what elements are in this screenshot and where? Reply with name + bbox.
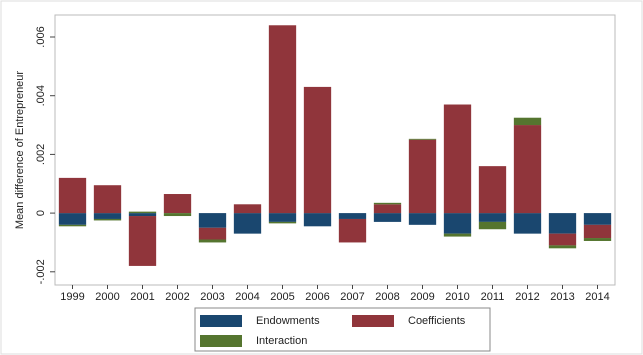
bar-segment — [233, 213, 262, 234]
bar-segment — [443, 233, 472, 237]
x-tick-label: 2004 — [235, 291, 259, 303]
bar-segment — [583, 213, 612, 225]
bar-segment — [478, 213, 507, 222]
bar-segment — [93, 213, 122, 219]
bar-segment — [233, 204, 262, 214]
legend-label: Coefficients — [408, 315, 466, 327]
bar-segment — [373, 204, 402, 214]
x-tick-label: 2006 — [305, 291, 329, 303]
bar-segment — [443, 213, 472, 234]
bar-segment — [373, 213, 402, 222]
x-tick-label: 2000 — [95, 291, 119, 303]
y-tick-label: 0 — [35, 210, 47, 216]
bar-segment — [443, 104, 472, 214]
x-tick-label: 1999 — [60, 291, 84, 303]
bar-segment — [93, 185, 122, 214]
legend-swatch — [200, 335, 242, 347]
y-tick-label: .004 — [35, 85, 47, 106]
x-tick-label: 2008 — [375, 291, 399, 303]
bar-segment — [198, 239, 227, 243]
bar-segment — [513, 117, 542, 126]
bar-segment — [513, 213, 542, 234]
bar-segment — [408, 139, 437, 214]
y-tick-label: .006 — [35, 26, 47, 47]
bar-segment — [58, 213, 87, 225]
legend-label: Endowments — [256, 315, 320, 327]
x-tick-label: 2013 — [550, 291, 574, 303]
bar-segment — [198, 227, 227, 240]
x-tick-label: 2001 — [130, 291, 154, 303]
bar-segment — [268, 25, 297, 214]
x-tick-label: 2010 — [445, 291, 469, 303]
x-tick-label: 2005 — [270, 291, 294, 303]
bar-segment — [478, 166, 507, 214]
bar-segment — [128, 213, 157, 217]
bar-segment — [128, 211, 157, 214]
bar-segment — [198, 213, 227, 228]
legend-swatch — [352, 315, 394, 327]
bar-segment — [128, 216, 157, 266]
bar-segment — [513, 125, 542, 214]
legend-label: Interaction — [256, 335, 307, 347]
x-tick-label: 2009 — [410, 291, 434, 303]
x-tick-label: 2003 — [200, 291, 224, 303]
bar-segment — [58, 224, 87, 227]
bar-segment — [583, 238, 612, 241]
bar-segment — [408, 213, 437, 225]
x-tick-label: 2007 — [340, 291, 364, 303]
x-tick-label: 2012 — [515, 291, 539, 303]
bar-segment — [268, 221, 297, 224]
bar-segment — [338, 213, 367, 219]
bar-segment — [548, 245, 577, 249]
bar-segment — [548, 213, 577, 234]
bar-segment — [478, 221, 507, 230]
bar-segment — [338, 218, 367, 243]
bar-segment — [58, 177, 87, 214]
bar-segment — [583, 224, 612, 239]
bar-segment — [93, 218, 122, 221]
bar-segment — [303, 213, 332, 227]
x-tick-label: 2011 — [481, 291, 505, 303]
legend-box — [194, 307, 491, 352]
y-axis-label: Mean difference of Entrepreneur — [14, 71, 26, 230]
bar-segment — [268, 213, 297, 222]
bar-segment — [163, 213, 192, 217]
x-tick-label: 2002 — [165, 291, 189, 303]
y-tick-label: -.002 — [35, 259, 47, 284]
bar-segment — [373, 202, 402, 205]
legend-swatch — [200, 315, 242, 327]
bar-segment — [303, 86, 332, 214]
bar-segment — [408, 138, 437, 140]
y-tick-label: .002 — [35, 144, 47, 165]
bar-segment — [163, 194, 192, 214]
x-tick-label: 2014 — [585, 291, 609, 303]
bar-segment — [548, 233, 577, 246]
